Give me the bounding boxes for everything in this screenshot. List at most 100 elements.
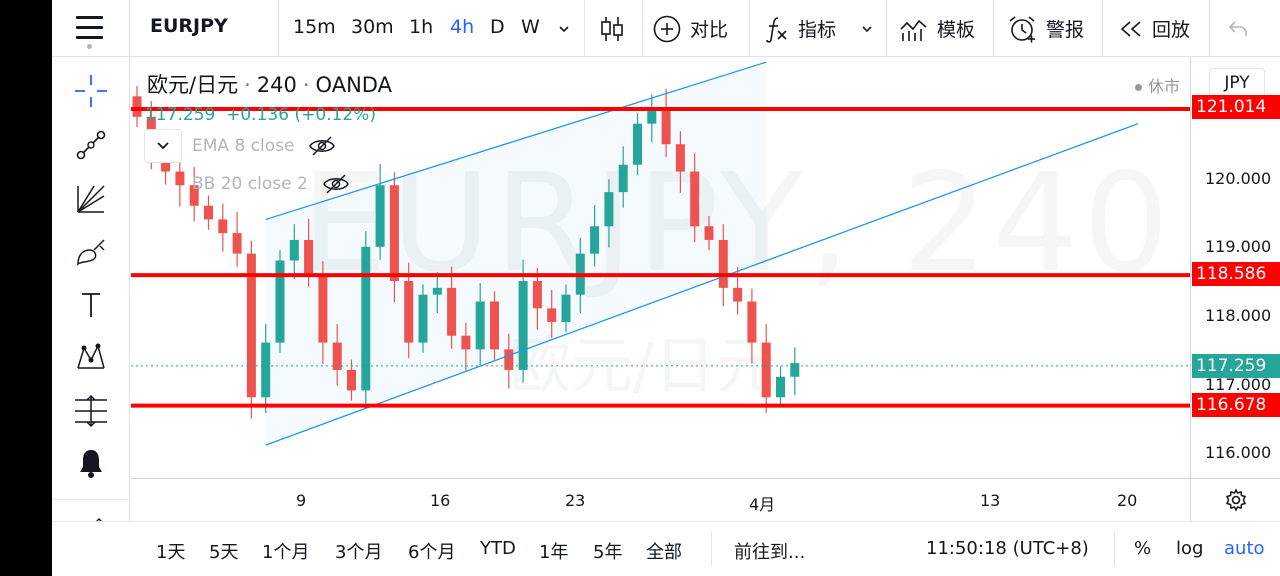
top-toolbar: EURJPY 15m 30m 1h 4h D W 对比 指标	[52, 0, 1280, 57]
candle-body	[175, 171, 185, 186]
candle-body	[761, 342, 771, 398]
gear-icon	[1225, 488, 1246, 512]
divider	[1114, 532, 1115, 566]
status-dot	[1134, 84, 1142, 91]
divider	[711, 532, 712, 566]
menu-button[interactable]	[52, 0, 130, 57]
indicator-bb[interactable]: BB 20 close 2	[192, 173, 350, 195]
log-toggle[interactable]: log	[1176, 538, 1204, 559]
candle-body	[132, 96, 142, 117]
interval-w[interactable]: W	[521, 16, 540, 38]
prediction-tool[interactable]	[71, 391, 111, 431]
long-position-icon	[75, 394, 107, 428]
function-icon	[766, 16, 787, 43]
range-5d[interactable]: 5天	[209, 542, 239, 563]
indicators-button[interactable]: 指标	[764, 0, 836, 57]
indicator-ema[interactable]: EMA 8 close	[192, 135, 336, 157]
change-value: +0.136 (+0.12%)	[226, 105, 376, 125]
pattern-tool[interactable]	[71, 337, 111, 377]
templates-button[interactable]: 模板	[899, 0, 975, 57]
eye-hidden-icon	[309, 136, 336, 156]
brush-tool[interactable]	[71, 233, 111, 273]
auto-toggle[interactable]: auto	[1224, 538, 1265, 559]
channel-lower-line	[265, 123, 1139, 446]
fib-fan-icon	[77, 185, 105, 213]
interval-30m[interactable]: 30m	[351, 16, 394, 38]
alert-tool[interactable]	[71, 443, 111, 483]
text-tool[interactable]	[71, 285, 111, 325]
trendline-tool[interactable]	[71, 125, 111, 165]
indicator-dot	[87, 44, 92, 49]
price-tick: 118.000	[1205, 306, 1272, 325]
crosshair-tool[interactable]	[71, 71, 111, 111]
candle-body	[718, 239, 728, 288]
timezone-clock[interactable]: 11:50:18 (UTC+8)	[926, 538, 1089, 559]
range-ytd[interactable]: YTD	[480, 538, 516, 559]
candle-body	[776, 376, 785, 398]
interval-1h[interactable]: 1h	[409, 16, 434, 38]
divider	[1209, 0, 1210, 57]
chevron-down-icon	[559, 25, 569, 32]
crosshair-icon	[75, 75, 107, 107]
range-1d[interactable]: 1天	[156, 542, 186, 563]
chart-pane[interactable]: EURJPY, 240 欧元/日元 欧元/日元·240·OANDA 117.25…	[131, 57, 1190, 478]
range-all[interactable]: 全部	[646, 542, 682, 563]
drawing-toolbar	[52, 57, 130, 576]
range-5y[interactable]: 5年	[593, 542, 623, 563]
symbol-search-button[interactable]: EURJPY	[150, 15, 228, 37]
fib-tool[interactable]	[71, 179, 111, 219]
candle-body	[404, 281, 414, 343]
collapse-legend-button[interactable]	[144, 129, 182, 163]
chevron-down-icon	[862, 25, 872, 32]
currency-button[interactable]: JPY	[1209, 68, 1265, 98]
interval-d[interactable]: D	[490, 16, 505, 38]
last-price-value: 117.259	[145, 105, 216, 125]
market-status: 休市	[1134, 73, 1180, 97]
divider	[993, 0, 994, 57]
interval-dropdown-button[interactable]	[557, 0, 579, 57]
candle-body	[289, 239, 299, 261]
indicators-dropdown-button[interactable]	[860, 0, 882, 57]
brush-icon	[77, 239, 105, 266]
indicator-label: BB 20 close 2	[192, 174, 308, 194]
range-1y[interactable]: 1年	[539, 542, 569, 563]
divider	[749, 0, 750, 57]
time-tick: 16	[430, 491, 451, 510]
candle-body	[318, 274, 328, 343]
divider	[1102, 0, 1103, 57]
goto-date-button[interactable]: 前往到...	[734, 542, 806, 563]
chart-type-button[interactable]	[598, 0, 634, 57]
bell-icon	[80, 450, 102, 478]
candle-body	[204, 205, 213, 220]
pattern-icon	[77, 343, 105, 369]
hamburger-icon-bar	[76, 36, 103, 39]
time-tick: 20	[1117, 491, 1138, 510]
candle-body	[332, 342, 342, 370]
divider	[886, 0, 887, 57]
percent-toggle[interactable]: %	[1134, 538, 1152, 559]
range-1m[interactable]: 1个月	[262, 542, 310, 563]
price-tick: 117.000	[1205, 375, 1272, 394]
candle-body	[447, 287, 457, 336]
candle-body	[218, 219, 228, 234]
status-label: 休市	[1147, 77, 1180, 96]
templates-label: 模板	[937, 19, 976, 41]
interval-15m[interactable]: 15m	[293, 16, 336, 38]
time-scale[interactable]: 9 16 23 4月 13 20	[131, 478, 1190, 521]
channel-upper-line	[265, 61, 767, 221]
replay-button[interactable]: 回放	[1118, 0, 1190, 57]
candle-body	[232, 233, 242, 254]
level-label-118: 118.586	[1192, 262, 1280, 286]
alert-button[interactable]: 警报	[1006, 0, 1084, 57]
range-3m[interactable]: 3个月	[335, 542, 383, 563]
compare-button[interactable]: 对比	[652, 0, 728, 57]
undo-button[interactable]	[1226, 0, 1258, 57]
divider	[642, 0, 643, 57]
alarm-clock-icon	[1009, 15, 1035, 42]
templates-icon	[900, 19, 927, 41]
candle-body	[347, 369, 356, 391]
range-6m[interactable]: 6个月	[408, 542, 456, 563]
chart-settings-button[interactable]	[1190, 478, 1280, 521]
interval-4h[interactable]: 4h	[450, 16, 475, 38]
price-scale[interactable]: JPY 120.000 119.000 118.000 117.000 116.…	[1190, 57, 1280, 478]
